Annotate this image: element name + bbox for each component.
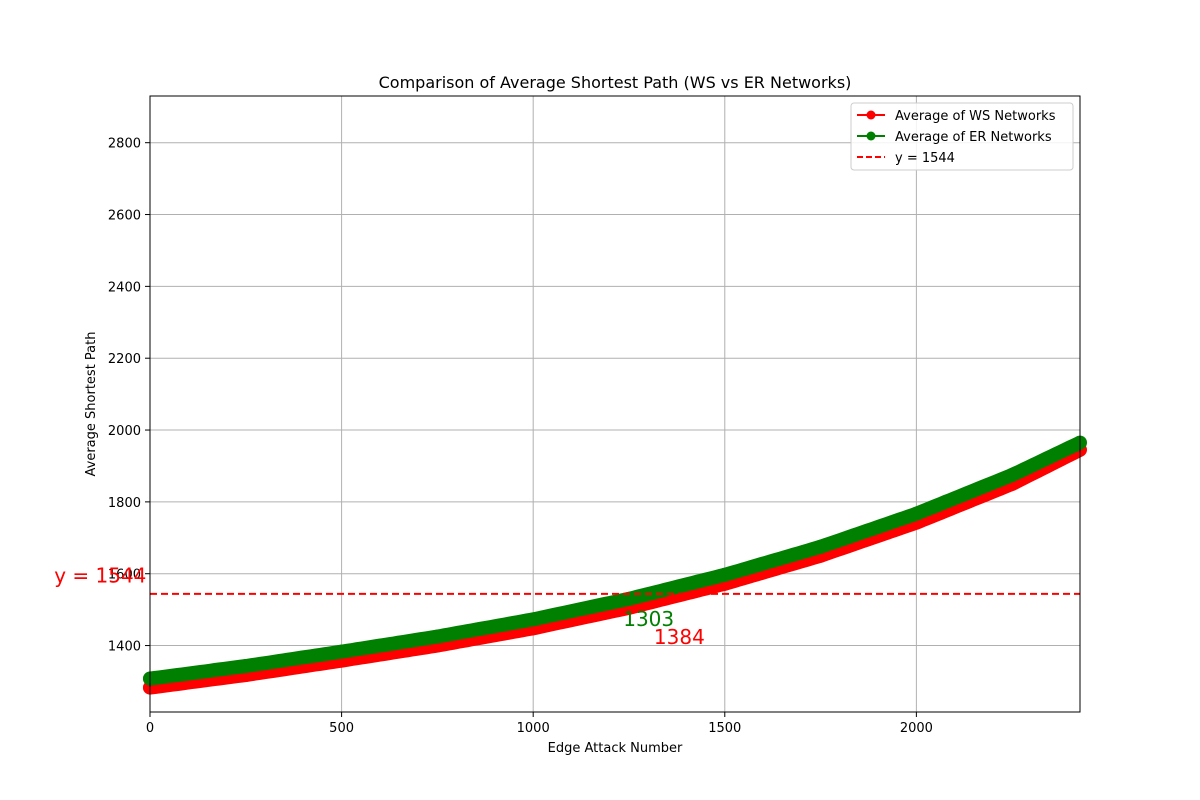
series-point-er: [621, 591, 636, 606]
annotation-1: 1303: [623, 607, 674, 631]
series-line-er: [143, 436, 1086, 686]
y-tick-label: 1600: [108, 568, 141, 583]
y-tick-label: 2600: [108, 209, 141, 224]
annotation-0: y = 1544: [54, 564, 146, 588]
y-tick-label: 2400: [108, 280, 141, 295]
series-point-er: [813, 539, 828, 554]
series-point-er: [334, 644, 349, 659]
y-tick-label: 2000: [108, 424, 141, 439]
legend-marker-0: [866, 110, 876, 120]
ticks: 0 500 1000 1500 2000 1400 1600 1800 2000 2200 2400…: [108, 137, 933, 736]
legend-box: [850, 102, 1074, 171]
x-tick-label: 1000: [517, 721, 550, 736]
series-point-er: [1005, 467, 1020, 482]
legend-label-1: Average of ER Networks: [895, 130, 1052, 145]
series-point-er: [526, 612, 541, 627]
annotation-2: 1384: [654, 625, 705, 649]
legend: Average of WS Networks Average of ER Netw…: [850, 102, 1074, 171]
series-point-er: [717, 567, 732, 582]
x-tick-label: 2000: [900, 721, 933, 736]
x-axis-title: Edge Attack Number: [548, 741, 683, 756]
x-tick-label: 1500: [708, 721, 741, 736]
plot-frame: [149, 95, 1081, 713]
y-axis-title: Average Shortest Path: [84, 332, 99, 477]
x-tick-label: 500: [329, 721, 354, 736]
series-point-er: [909, 506, 924, 521]
series-layer: [143, 435, 1087, 695]
chart-title: Comparison of Average Shortest Path (WS …: [379, 73, 852, 92]
grid: [149, 96, 1080, 712]
legend-label-2: y = 1544: [895, 151, 955, 166]
x-tick-label: 0: [146, 721, 154, 736]
series-line-ws: [143, 443, 1086, 695]
y-tick-label: 2200: [108, 352, 141, 367]
series-point-er: [238, 659, 253, 674]
y-tick-label: 1400: [108, 640, 141, 655]
legend-marker-1: [866, 131, 876, 141]
series-point-er: [430, 629, 445, 644]
y-tick-label: 1800: [108, 496, 141, 511]
y-tick-label: 2800: [108, 137, 141, 152]
legend-label-0: Average of WS Networks: [895, 109, 1056, 124]
